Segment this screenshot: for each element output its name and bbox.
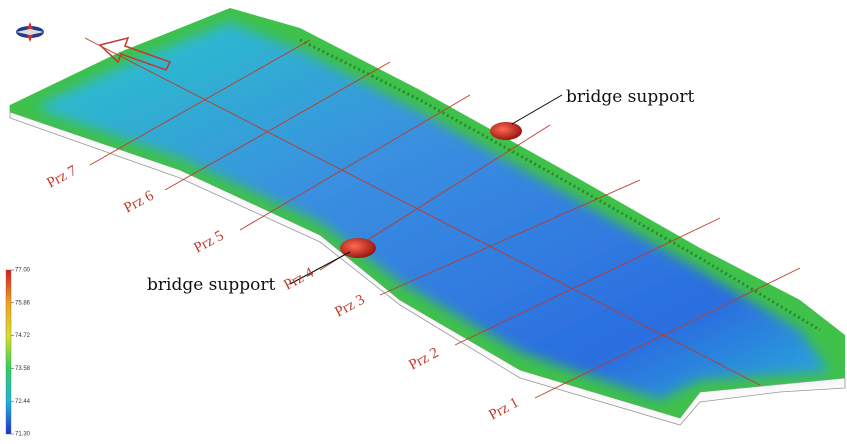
colorbar [6,270,11,434]
annotation: bridge support [147,275,275,295]
section-label: Prz 5 [191,228,226,257]
section-label: Prz 2 [406,345,441,374]
section-label: Prz 6 [121,188,157,217]
compass [16,22,44,42]
colorbar-label: 73.58 [15,366,31,372]
colorbar-label: 74.72 [15,333,31,339]
section-label: Prz 1 [486,395,521,424]
colorbar-label: 75.86 [15,300,31,306]
riverbed [40,22,830,400]
colorbar-label: 72.44 [15,399,31,405]
section-label: Prz 3 [332,292,367,321]
bridge-pier [490,122,522,140]
colorbar-label: 71.30 [15,432,31,438]
section-label: Prz 7 [44,163,80,192]
leader-line [512,95,562,124]
scene: bridge support bridge support Prz 1 Prz … [0,0,847,444]
annotation: bridge support [566,87,694,107]
colorbar-label: 77.00 [15,268,31,274]
section-label: Prz 4 [281,265,317,294]
